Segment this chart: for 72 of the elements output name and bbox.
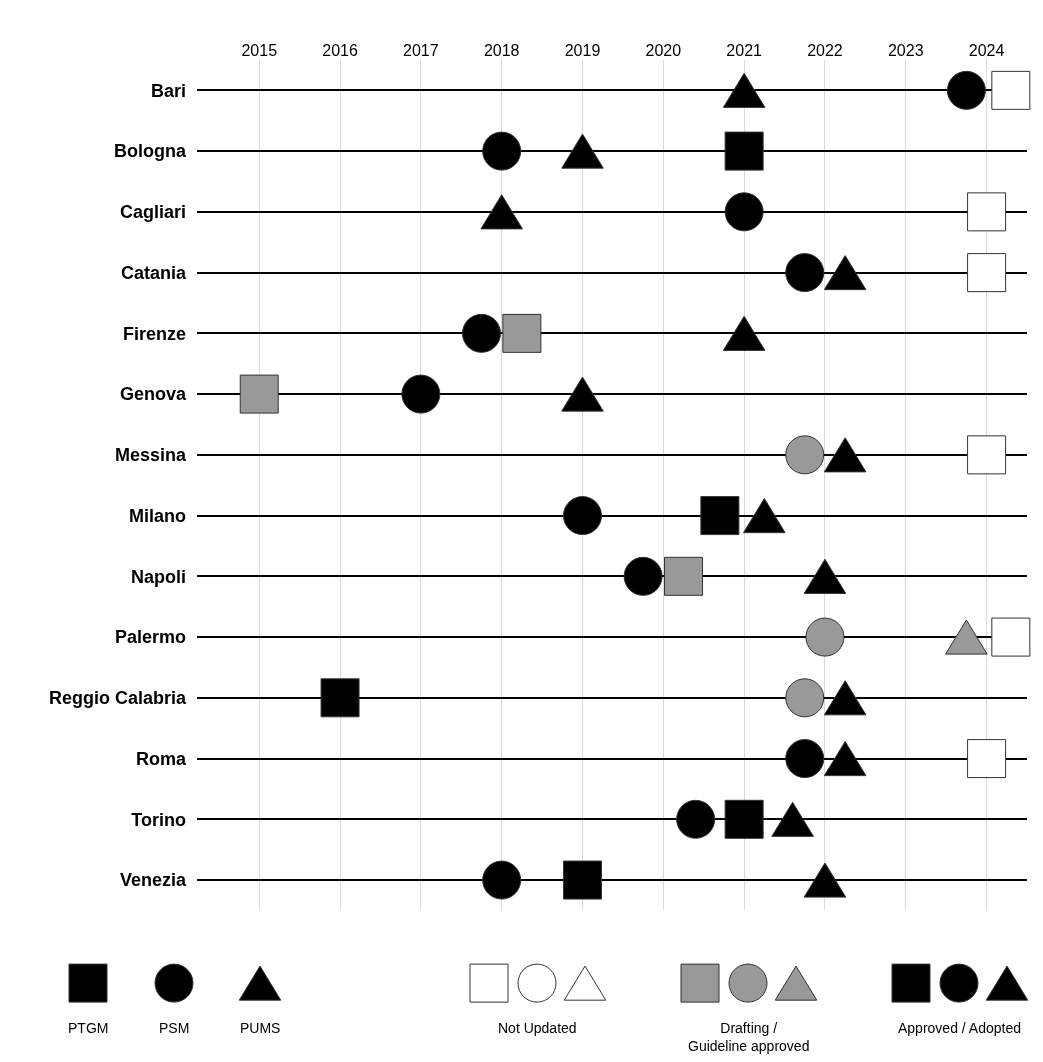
x-tick-label: 2020	[645, 41, 682, 59]
point	[967, 192, 1007, 232]
point	[401, 374, 441, 414]
point	[823, 741, 867, 777]
point	[823, 437, 867, 473]
y-tick-label: Reggio Calabria	[48, 688, 187, 709]
text: Drafting / Guideline approved	[688, 1020, 810, 1055]
point	[945, 619, 988, 655]
point	[480, 194, 523, 230]
y-tick-label: Milano	[129, 505, 186, 526]
y-tick-label: Torino	[131, 809, 186, 830]
point	[724, 192, 764, 232]
y-tick-label: Bologna	[114, 141, 187, 162]
point	[700, 496, 740, 536]
y-tick-label: Roma	[135, 748, 187, 769]
point	[967, 253, 1007, 293]
y-tick-label: Palermo	[114, 627, 186, 648]
text: PTGM	[68, 1020, 109, 1036]
point	[771, 801, 814, 837]
point	[805, 617, 845, 657]
x-tick-label: 2019	[564, 41, 601, 59]
point	[967, 435, 1007, 475]
point	[722, 315, 766, 351]
point	[743, 498, 786, 534]
x-tick-label: 2015	[241, 41, 278, 59]
point	[785, 253, 825, 293]
point	[664, 556, 704, 596]
y-tick-label: Messina	[114, 445, 187, 466]
point	[563, 496, 602, 536]
point	[462, 313, 501, 353]
x-tick-label: 2017	[403, 41, 439, 59]
point	[722, 72, 766, 108]
point	[823, 255, 867, 291]
point	[823, 680, 867, 716]
point	[803, 862, 847, 898]
point	[239, 374, 279, 414]
point	[785, 435, 825, 475]
point	[676, 799, 716, 839]
y-tick-label: Venezia	[119, 870, 187, 891]
y-tick-label: Genova	[119, 384, 187, 405]
point	[320, 678, 360, 718]
x-tick-label: 2023	[887, 41, 924, 59]
point	[967, 739, 1007, 779]
x-tick-label: 2018	[483, 41, 520, 59]
point	[803, 558, 847, 594]
y-tick-label: Cagliari	[119, 202, 186, 223]
text: Approved / Adopted	[898, 1020, 1021, 1036]
point	[946, 70, 986, 110]
point	[785, 739, 825, 779]
text: PSM	[159, 1020, 190, 1036]
point	[561, 376, 604, 412]
y-tick-label: Catania	[120, 262, 187, 283]
point	[482, 860, 522, 900]
x-tick-label: 2021	[726, 41, 763, 59]
y-tick-label: Bari	[150, 80, 186, 101]
text: PUMS	[240, 1020, 281, 1036]
point	[623, 556, 663, 596]
point	[991, 70, 1031, 110]
point	[561, 133, 604, 169]
point	[991, 617, 1031, 657]
point	[482, 131, 522, 171]
x-tick-label: 2024	[968, 41, 1005, 59]
point	[563, 860, 602, 900]
point	[502, 313, 542, 353]
x-tick-label: 2016	[322, 41, 358, 59]
y-tick-label: Firenze	[122, 323, 186, 344]
x-tick-label: 2022	[807, 41, 843, 59]
y-tick-label: Napoli	[130, 566, 186, 587]
point	[724, 799, 764, 839]
point	[785, 678, 825, 718]
point	[724, 131, 764, 171]
text: Not Updated	[498, 1020, 577, 1036]
